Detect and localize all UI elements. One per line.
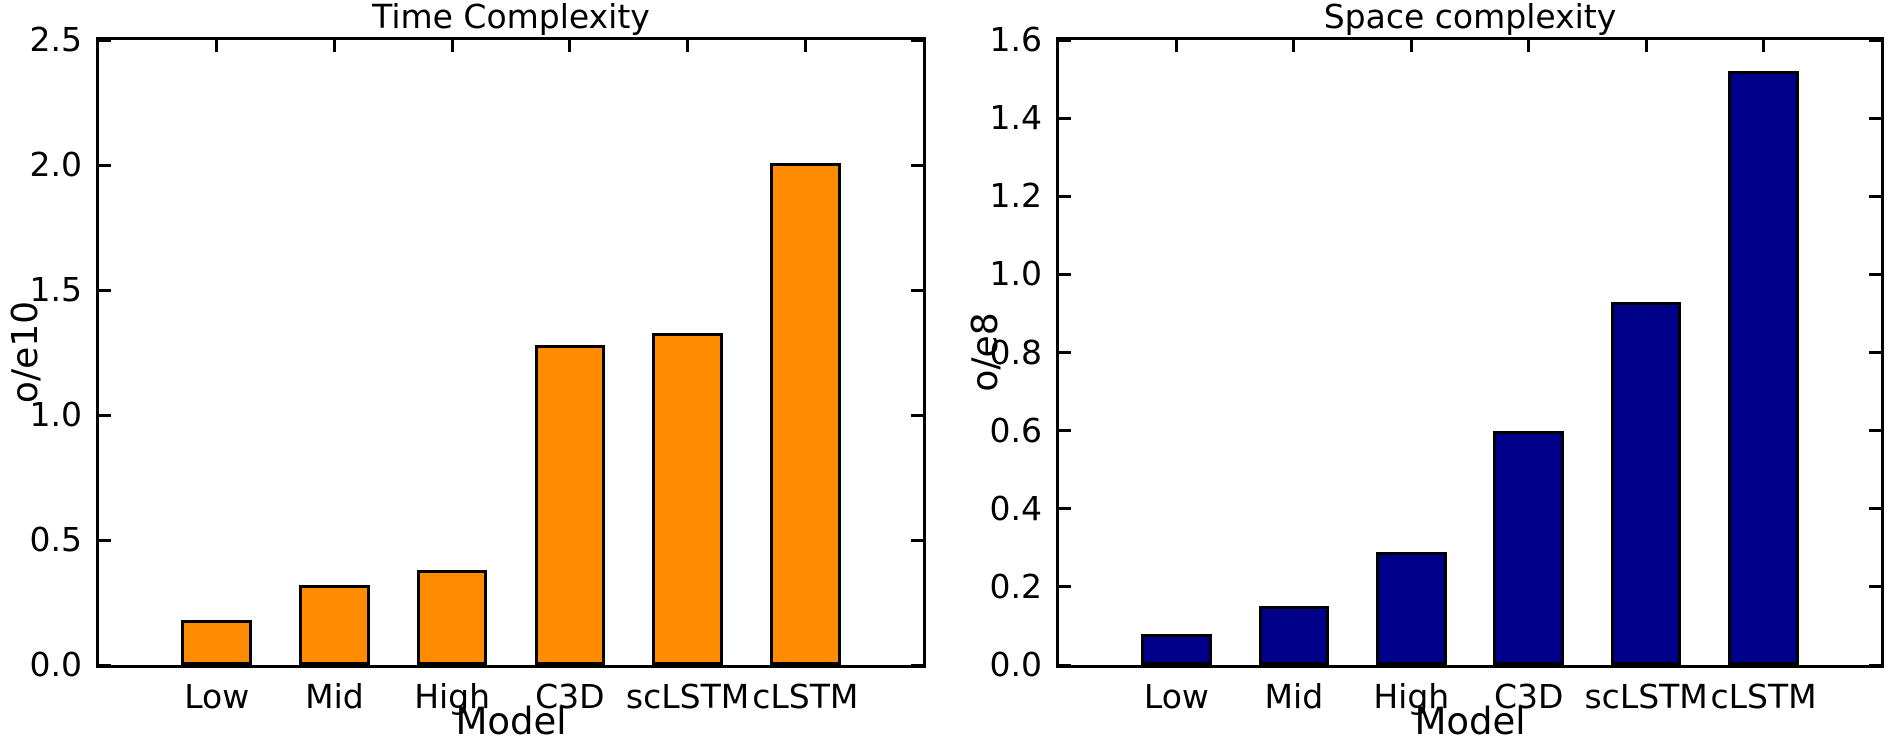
y-tick-mark-right: [1869, 429, 1881, 433]
y-tick-mark-left: [1059, 585, 1071, 589]
bar-scLSTM: [1610, 301, 1682, 665]
bar-C3D: [534, 345, 606, 665]
y-tick-mark-right: [1869, 194, 1881, 198]
y-tick-label: 2.5: [29, 20, 82, 59]
x-tick-mark-top: [1409, 40, 1413, 52]
y-tick-mark-right: [911, 163, 923, 167]
x-tick-mark-top: [1644, 40, 1648, 52]
x-tick-mark-top: [803, 40, 807, 52]
y-tick-mark-left: [1059, 116, 1071, 120]
y-tick-mark-left: [1059, 272, 1071, 276]
bar-cLSTM: [769, 162, 841, 665]
y-tick-mark-right: [911, 538, 923, 542]
x-tick-mark-top: [1527, 40, 1531, 52]
x-tick-label: C3D: [1493, 677, 1564, 716]
y-tick-mark-left: [99, 38, 111, 42]
y-tick-label: 2.0: [29, 145, 82, 184]
y-tick-label: 1.6: [989, 20, 1042, 59]
y-tick-mark-left: [1059, 429, 1071, 433]
x-tick-label: cLSTM: [1710, 677, 1817, 716]
y-tick-mark-left: [1059, 38, 1071, 42]
x-tick-mark-top: [332, 40, 336, 52]
x-axis-label: Model: [455, 700, 567, 743]
x-tick-label: scLSTM: [1584, 677, 1708, 716]
y-tick-mark-left: [1059, 507, 1071, 511]
y-tick-label: 1.4: [989, 98, 1042, 138]
x-tick-label: Mid: [305, 677, 364, 716]
bar-High: [1376, 551, 1447, 665]
bar-scLSTM: [652, 332, 723, 665]
x-tick-label: Low: [1143, 677, 1209, 716]
y-tick-label: 0.8: [989, 332, 1042, 372]
y-tick-label: 1.0: [29, 395, 82, 434]
x-tick-mark-top: [1292, 40, 1296, 52]
y-tick-mark-right: [911, 413, 923, 417]
x-axis-label: Model: [1414, 700, 1526, 743]
bar-Low: [1141, 633, 1212, 665]
y-tick-mark-left: [1059, 194, 1071, 198]
x-tick-mark-top: [215, 40, 219, 52]
y-axis-label: o/e10: [5, 300, 46, 404]
x-tick-mark-top: [686, 40, 690, 52]
y-tick-mark-right: [1869, 351, 1881, 354]
bar-Low: [181, 620, 253, 665]
y-tick-mark-left: [99, 663, 111, 667]
y-tick-label: 1.2: [989, 176, 1042, 216]
bar-cLSTM: [1728, 71, 1799, 665]
y-tick-label: 0.0: [29, 645, 82, 684]
y-tick-mark-right: [911, 288, 923, 292]
y-tick-mark-right: [1869, 116, 1881, 120]
bar-Mid: [1258, 606, 1330, 665]
y-tick-mark-left: [99, 163, 111, 167]
y-tick-mark-right: [1869, 272, 1881, 276]
x-tick-mark-top: [1174, 40, 1178, 52]
y-tick-mark-right: [1869, 507, 1881, 511]
x-tick-label: High: [414, 677, 491, 716]
time-complexity-chart: Time Complexity o/e10 Model 0.0 0.5 1.0 1.5…: [5, 0, 926, 743]
plot-area: [96, 37, 926, 668]
y-tick-label: 0.2: [989, 566, 1042, 606]
plot-area: [1056, 37, 1884, 668]
x-tick-mark-top: [568, 40, 572, 52]
chart-title: Time Complexity: [372, 0, 650, 36]
y-tick-mark-left: [99, 288, 111, 292]
bar-C3D: [1493, 430, 1564, 665]
chart-title: Space complexity: [1323, 0, 1617, 36]
y-tick-label: 1.0: [989, 254, 1042, 294]
y-tick-mark-left: [1059, 663, 1071, 667]
y-tick-mark-right: [1869, 585, 1881, 589]
x-tick-label: C3D: [535, 677, 605, 716]
y-tick-mark-right: [1869, 38, 1881, 42]
space-complexity-chart: Space complexity o/e8 Model 0.0 0.2 0.4 0.6…: [945, 0, 1890, 746]
y-tick-label: 1.5: [29, 270, 82, 309]
x-tick-mark-top: [1762, 40, 1766, 52]
y-tick-mark-left: [99, 413, 111, 417]
y-tick-mark-right: [911, 663, 923, 667]
x-tick-label: cLSTM: [752, 677, 859, 716]
bar-High: [416, 570, 488, 665]
x-tick-mark-top: [450, 40, 454, 52]
y-tick-mark-left: [1059, 351, 1071, 354]
y-tick-label: 0.0: [989, 645, 1042, 684]
y-tick-label: 0.5: [29, 520, 82, 559]
y-tick-mark-right: [911, 38, 923, 42]
x-tick-label: Mid: [1264, 677, 1324, 716]
y-tick-label: 0.6: [989, 410, 1042, 450]
bar-Mid: [299, 585, 370, 665]
y-tick-label: 0.4: [989, 488, 1042, 528]
y-tick-mark-left: [99, 538, 111, 542]
x-tick-label: High: [1373, 677, 1450, 716]
x-tick-label: scLSTM: [625, 677, 750, 716]
x-tick-label: Low: [184, 677, 250, 716]
y-tick-mark-right: [1869, 663, 1881, 667]
